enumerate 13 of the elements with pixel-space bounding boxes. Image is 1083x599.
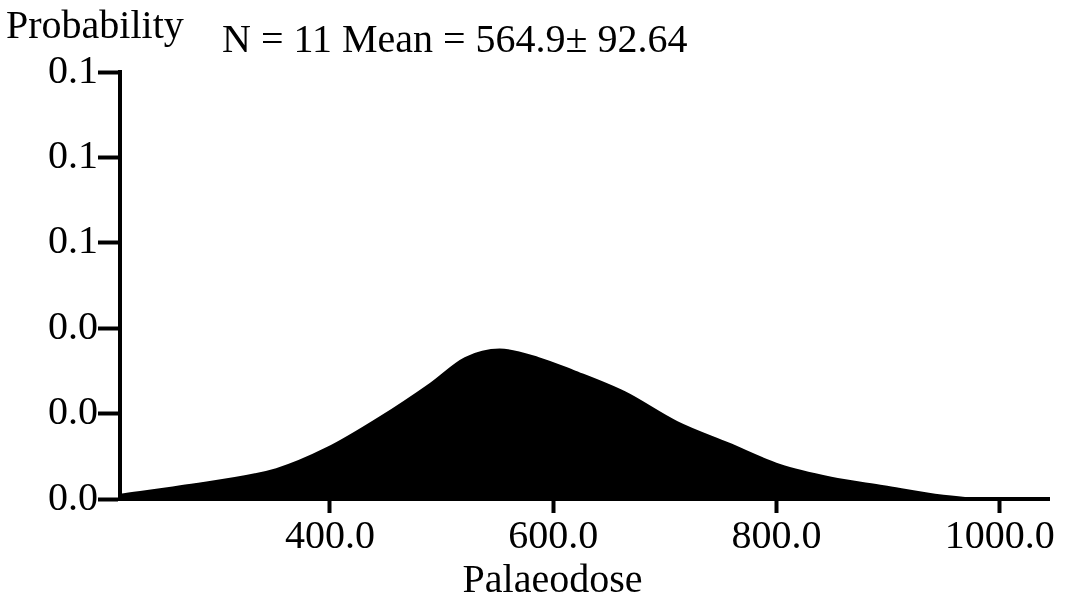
y-tick-label: 0.1 [48, 131, 98, 177]
y-axis-title: Probability [6, 2, 184, 47]
y-tick-label: 0.0 [48, 388, 98, 434]
y-tick-label: 0.0 [48, 473, 98, 519]
chart-title: N = 11 Mean = 564.9± 92.64 [222, 16, 688, 61]
x-tick-label: 1000.0 [944, 511, 1055, 557]
x-tick-label: 600.0 [508, 511, 599, 557]
y-tick-label: 0.0 [48, 302, 98, 348]
x-tick-label: 800.0 [731, 511, 822, 557]
y-tick-label: 0.1 [48, 46, 98, 92]
x-tick-label: 400.0 [284, 511, 375, 557]
y-tick-label: 0.1 [48, 217, 98, 263]
x-axis-title: Palaeodose [462, 556, 643, 599]
